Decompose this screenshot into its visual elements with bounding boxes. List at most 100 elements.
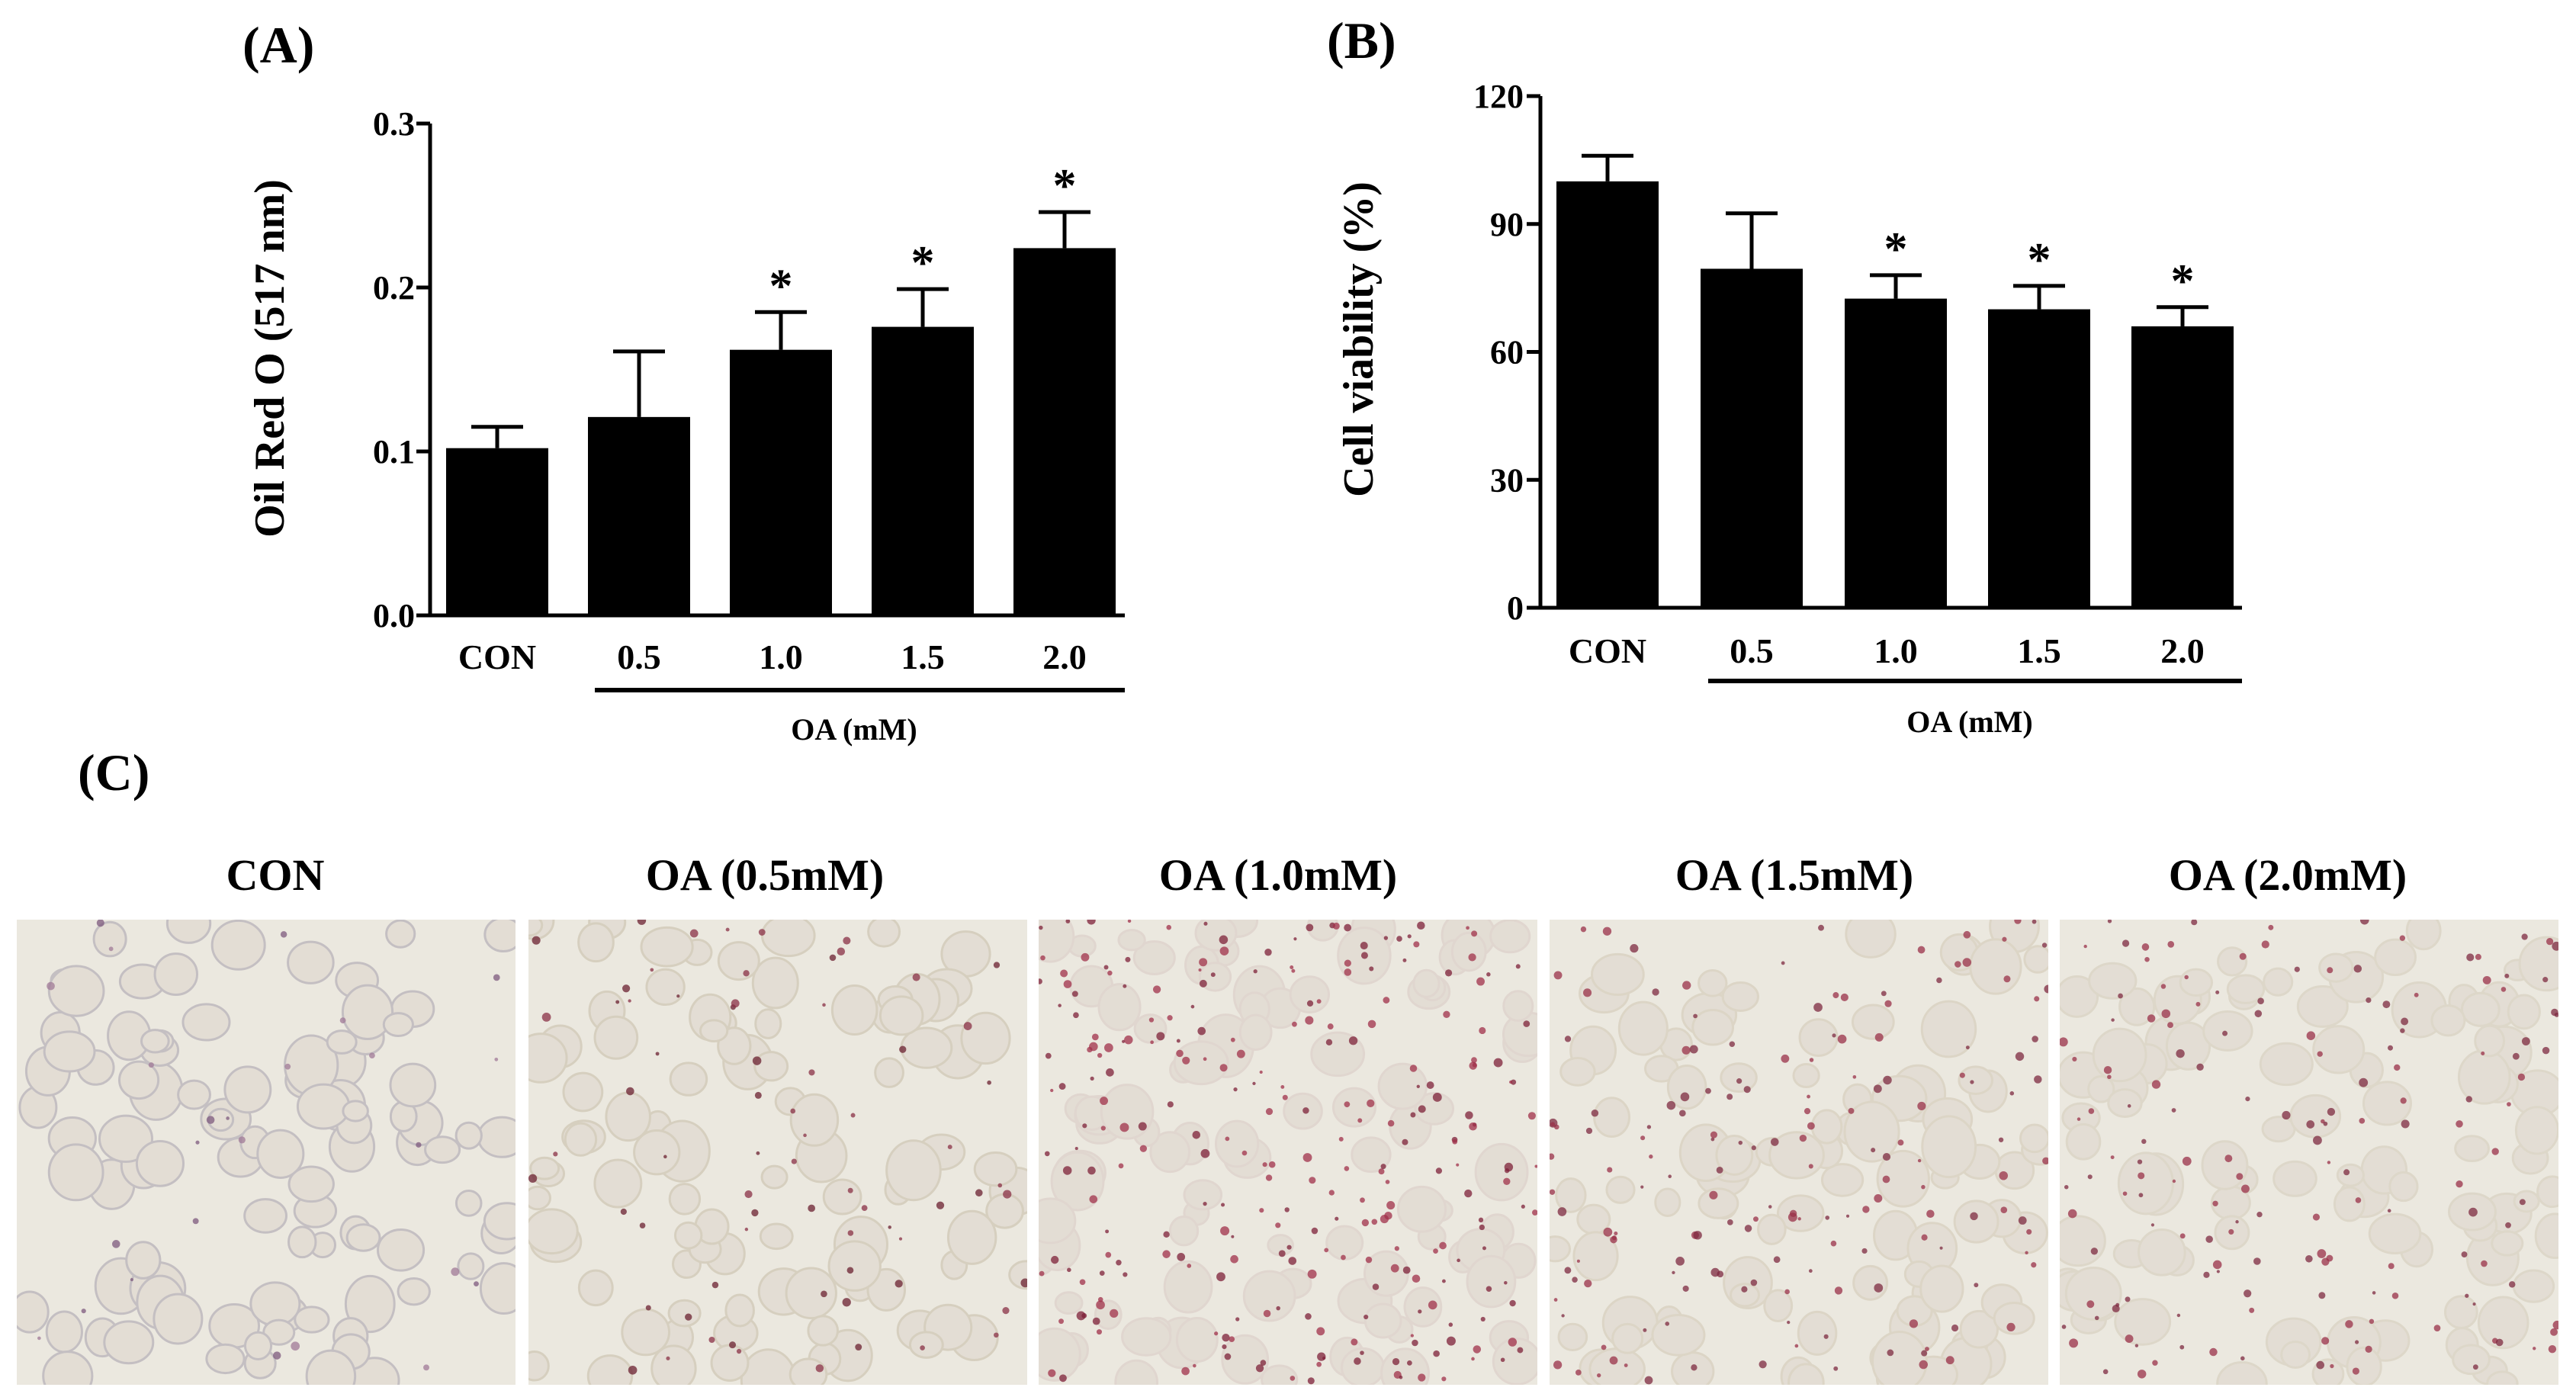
cell [2296, 984, 2349, 1028]
cell [2060, 975, 2099, 1018]
cell [153, 1293, 204, 1345]
cell [2362, 1081, 2413, 1126]
cell [181, 1003, 231, 1042]
stain-droplet [2147, 1014, 2156, 1023]
stain-droplet [1644, 1376, 1653, 1385]
stain-droplet [708, 1336, 715, 1344]
stain-droplet [2507, 1102, 2511, 1106]
stain-droplet [1265, 1108, 1274, 1116]
stain-droplet [1152, 985, 1161, 994]
stain-droplet [2316, 1360, 2324, 1370]
stain-droplet [2111, 1018, 2115, 1022]
stain-droplet [2122, 939, 2130, 947]
stain-droplet [2261, 940, 2269, 949]
chart-b-category-label: 0.5 [1730, 631, 1774, 670]
stain-droplet [1231, 1235, 1235, 1238]
stain-droplet [1832, 1033, 1836, 1038]
stain-droplet [1385, 1180, 1390, 1184]
stain-droplet [1193, 1363, 1196, 1368]
stain-droplet [2305, 1254, 2313, 1263]
cell [1953, 1199, 1999, 1244]
stain-droplet [1609, 1356, 1618, 1365]
stain-droplet [1601, 1344, 1607, 1350]
stain-droplet [2245, 1096, 2250, 1102]
stain-droplet [1962, 958, 1972, 967]
stain-droplet [1909, 1319, 1919, 1328]
stain-droplet [1444, 969, 1453, 977]
stain-droplet [2138, 1193, 2144, 1198]
cell [2280, 1340, 2311, 1369]
stain-droplet [111, 1240, 120, 1248]
stain-droplet [1262, 1162, 1267, 1167]
stain-droplet [2352, 1367, 2359, 1375]
cell [1611, 1322, 1644, 1354]
stain-droplet [1071, 991, 1078, 997]
stain-droplet [2215, 990, 2220, 994]
chart-b-bar [1988, 309, 2090, 608]
stain-droplet [2083, 944, 2087, 949]
stain-droplet [2216, 1270, 2220, 1273]
stain-droplet [2118, 993, 2123, 999]
stain-droplet [1058, 1004, 1062, 1007]
stain-droplet [994, 1332, 999, 1338]
stain-droplet [2456, 1120, 2463, 1128]
cell [751, 956, 799, 1010]
cell [454, 1121, 483, 1150]
stain-droplet [1090, 1076, 1094, 1081]
stain-droplet [1572, 1277, 1578, 1283]
stain-droplet [2327, 1161, 2331, 1164]
cell [2226, 974, 2266, 1004]
stain-droplet [1624, 1363, 1628, 1367]
stain-droplet [1808, 1269, 1813, 1273]
stain-droplet [1508, 1338, 1518, 1347]
cell [479, 1262, 516, 1315]
stain-droplet [1360, 1350, 1364, 1355]
stain-droplet [1002, 1307, 1010, 1315]
stain-droplet [1874, 1193, 1883, 1203]
stain-droplet [622, 984, 631, 993]
stain-droplet [2205, 1235, 2213, 1243]
cell [287, 940, 335, 984]
stain-droplet [2545, 938, 2554, 946]
cell [577, 1269, 614, 1307]
stain-droplet [238, 1136, 246, 1144]
stain-droplet [1550, 1122, 1556, 1127]
chart-b-ytick-label: 120 [1473, 78, 1524, 115]
stain-droplet [2167, 941, 2175, 948]
cell [2092, 1027, 2147, 1083]
cell [885, 1139, 942, 1202]
stain-droplet [2495, 1338, 2504, 1347]
stain-droplet [993, 962, 1001, 968]
cell [287, 1165, 335, 1203]
stain-droplet [2504, 973, 2510, 978]
stain-droplet [1797, 1217, 1801, 1221]
stain-droplet [829, 954, 837, 962]
stain-droplet [2366, 997, 2372, 1004]
stain-droplet [731, 999, 740, 1008]
stain-droplet [1727, 1219, 1733, 1225]
stain-droplet [1105, 1251, 1112, 1258]
stain-droplet [1534, 1164, 1537, 1168]
stain-droplet [1322, 1356, 1326, 1360]
stain-droplet [2388, 1045, 2393, 1051]
stain-droplet [2318, 1292, 2326, 1299]
stain-droplet [1192, 1130, 1201, 1139]
cell [1572, 1231, 1619, 1282]
stain-droplet [2400, 1097, 2407, 1104]
stain-droplet [1818, 924, 1824, 931]
stain-droplet [2313, 1135, 2322, 1145]
stain-droplet [2122, 1191, 2128, 1196]
stain-droplet [1288, 1257, 1297, 1265]
stain-droplet [2257, 997, 2264, 1005]
stain-droplet [1472, 1062, 1477, 1068]
cell [1993, 1301, 2035, 1335]
stain-droplet [226, 1116, 230, 1120]
cell [344, 1274, 396, 1334]
stain-droplet [1392, 1357, 1400, 1366]
stain-droplet [1199, 958, 1208, 967]
cell [2507, 994, 2541, 1030]
stain-droplet [1190, 1004, 1195, 1009]
stain-droplet [2240, 1184, 2250, 1193]
stain-droplet [1917, 1101, 1926, 1111]
stain-droplet [1293, 937, 1297, 941]
